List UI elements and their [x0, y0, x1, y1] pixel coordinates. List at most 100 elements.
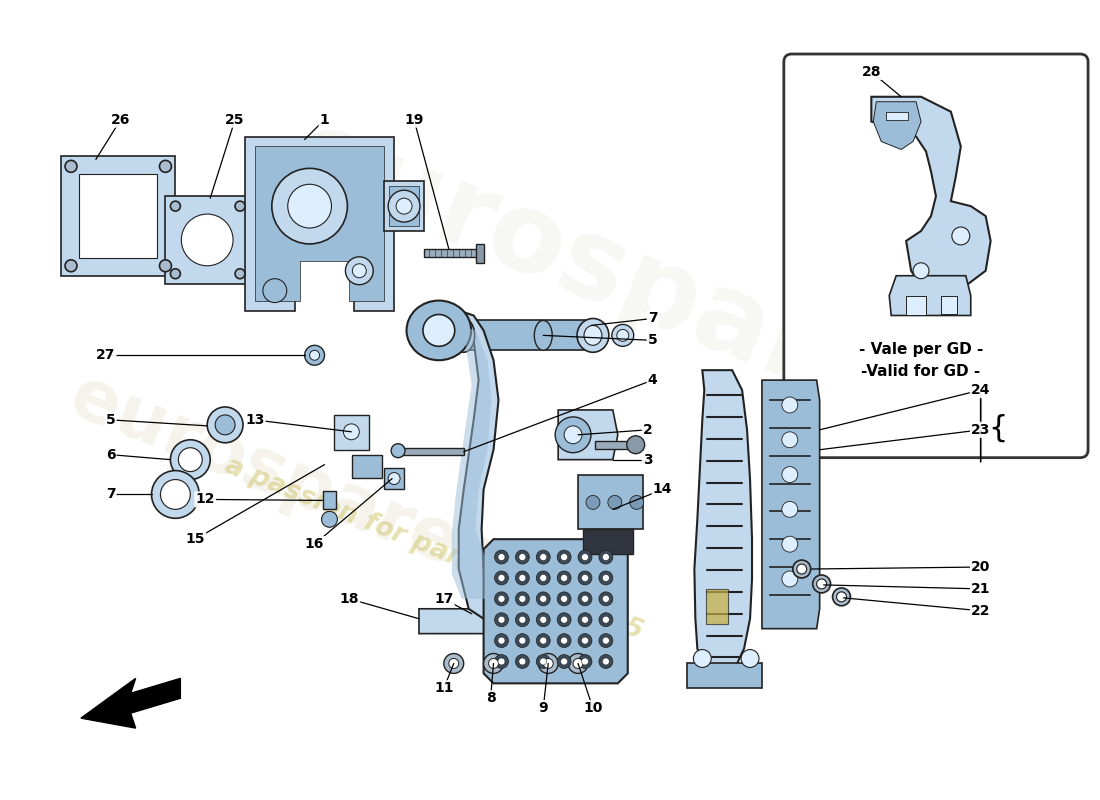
Ellipse shape: [407, 301, 471, 360]
Ellipse shape: [578, 318, 609, 352]
Circle shape: [288, 184, 331, 228]
Circle shape: [582, 554, 588, 561]
Text: 2: 2: [642, 423, 652, 437]
Circle shape: [538, 654, 558, 674]
Polygon shape: [459, 321, 593, 350]
Bar: [595, 441, 635, 449]
Circle shape: [235, 201, 245, 211]
Circle shape: [207, 407, 243, 442]
Circle shape: [582, 637, 588, 644]
Circle shape: [598, 571, 613, 585]
Polygon shape: [334, 415, 370, 450]
Text: 17: 17: [434, 592, 453, 606]
Circle shape: [782, 397, 797, 413]
Circle shape: [540, 554, 547, 561]
Circle shape: [272, 168, 348, 244]
Text: 7: 7: [648, 311, 658, 326]
Polygon shape: [62, 157, 175, 276]
Circle shape: [388, 473, 400, 485]
Polygon shape: [245, 137, 394, 310]
Circle shape: [519, 658, 526, 665]
Circle shape: [582, 574, 588, 582]
Circle shape: [449, 658, 459, 669]
Circle shape: [558, 654, 571, 669]
Circle shape: [561, 616, 568, 623]
Circle shape: [498, 595, 505, 602]
Polygon shape: [694, 370, 752, 674]
Polygon shape: [871, 97, 991, 290]
Circle shape: [519, 554, 526, 561]
Circle shape: [793, 560, 811, 578]
Bar: [940, 296, 957, 314]
Text: 28: 28: [861, 65, 881, 79]
Circle shape: [516, 571, 529, 585]
Polygon shape: [384, 182, 424, 231]
Text: 7: 7: [106, 487, 116, 502]
Circle shape: [608, 495, 622, 510]
Text: 5: 5: [648, 334, 658, 347]
Polygon shape: [889, 276, 971, 315]
Text: eurospares: eurospares: [60, 362, 509, 597]
Circle shape: [603, 616, 609, 623]
Bar: [906, 296, 926, 315]
Circle shape: [836, 592, 847, 602]
Circle shape: [540, 574, 547, 582]
Circle shape: [556, 417, 591, 453]
Circle shape: [488, 658, 498, 669]
Circle shape: [516, 613, 529, 626]
Polygon shape: [583, 530, 632, 554]
Polygon shape: [165, 196, 250, 284]
Circle shape: [558, 592, 571, 606]
Polygon shape: [255, 146, 384, 301]
Circle shape: [160, 260, 172, 272]
Circle shape: [498, 574, 505, 582]
Circle shape: [495, 592, 508, 606]
Circle shape: [495, 571, 508, 585]
Circle shape: [309, 350, 320, 360]
Circle shape: [540, 658, 547, 665]
Circle shape: [558, 550, 571, 564]
Circle shape: [516, 654, 529, 669]
Text: 6: 6: [106, 448, 116, 462]
Circle shape: [693, 650, 712, 667]
Ellipse shape: [584, 326, 602, 346]
Circle shape: [392, 444, 405, 458]
Circle shape: [65, 260, 77, 272]
Circle shape: [578, 613, 592, 626]
Circle shape: [170, 201, 180, 211]
Circle shape: [540, 595, 547, 602]
Bar: [887, 112, 909, 120]
Circle shape: [561, 574, 568, 582]
Text: 10: 10: [583, 702, 603, 715]
Text: 15: 15: [186, 532, 205, 546]
Text: 8: 8: [486, 691, 495, 706]
Circle shape: [913, 263, 930, 278]
Circle shape: [603, 554, 609, 561]
Circle shape: [170, 269, 180, 278]
Polygon shape: [322, 491, 337, 510]
Circle shape: [498, 554, 505, 561]
Text: 24: 24: [971, 383, 990, 397]
Text: 25: 25: [226, 113, 245, 126]
Polygon shape: [81, 678, 180, 728]
Circle shape: [516, 550, 529, 564]
Circle shape: [519, 574, 526, 582]
Circle shape: [540, 637, 547, 644]
Circle shape: [561, 637, 568, 644]
FancyBboxPatch shape: [784, 54, 1088, 458]
Polygon shape: [426, 315, 502, 599]
Polygon shape: [688, 663, 762, 688]
Polygon shape: [475, 244, 484, 263]
Text: 26: 26: [111, 113, 131, 126]
Circle shape: [519, 637, 526, 644]
Circle shape: [603, 637, 609, 644]
Circle shape: [558, 571, 571, 585]
Circle shape: [578, 571, 592, 585]
Text: 18: 18: [340, 592, 359, 606]
Polygon shape: [706, 589, 728, 624]
Circle shape: [582, 595, 588, 602]
Circle shape: [582, 658, 588, 665]
Circle shape: [833, 588, 850, 606]
Text: 1: 1: [320, 113, 329, 126]
Ellipse shape: [612, 325, 634, 346]
